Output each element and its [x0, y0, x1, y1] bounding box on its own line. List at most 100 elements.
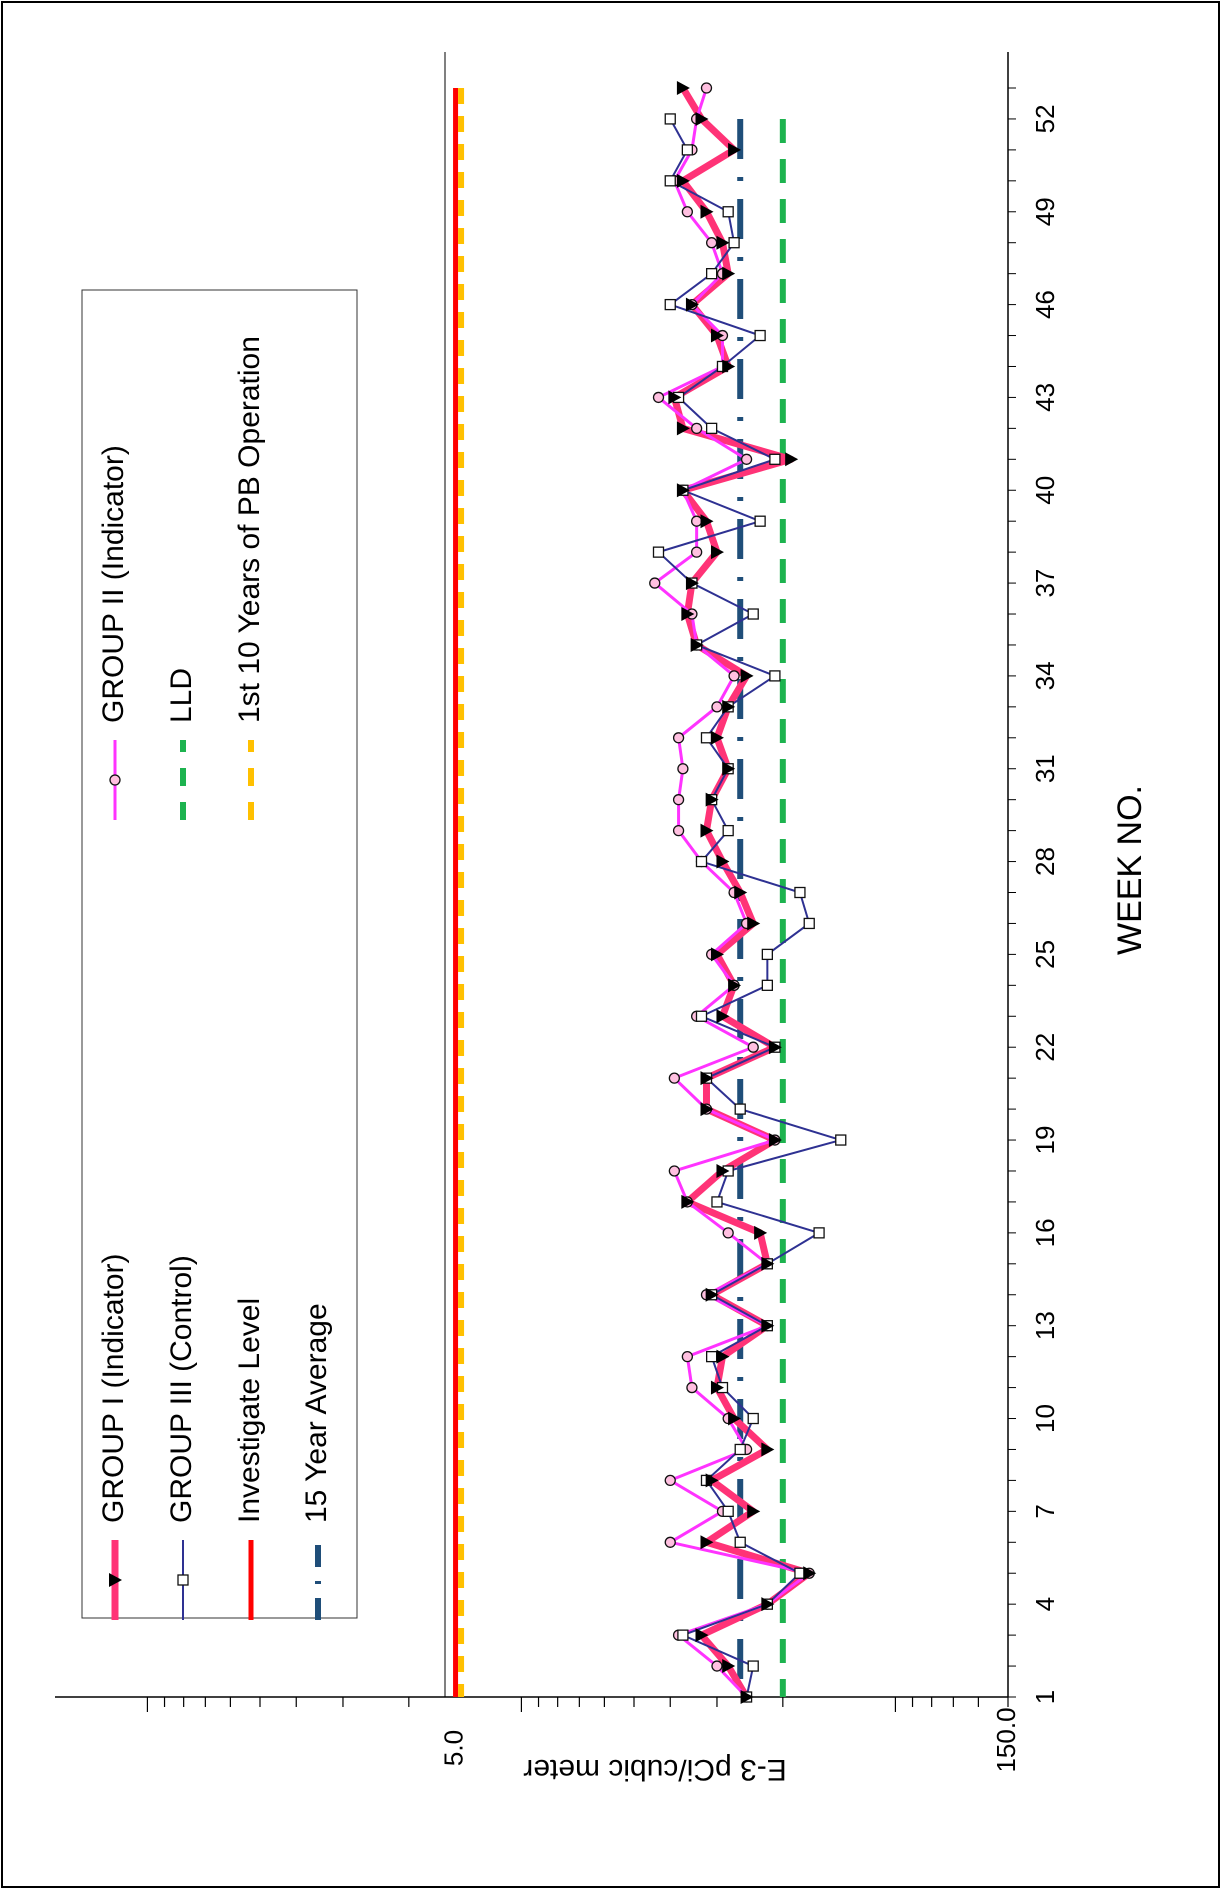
group2-point: [740, 453, 753, 465]
group1-point: [722, 761, 736, 776]
group3-point: [695, 855, 708, 868]
group3-point: [664, 113, 676, 125]
group2-point: [711, 1660, 723, 1672]
x-axis-title: WEEK NO.: [1111, 785, 1149, 955]
x-tick-label: 4: [1030, 1597, 1060, 1611]
group2-point: [711, 701, 723, 713]
group3-point: [761, 979, 773, 991]
y-axis-title-group: E-3 pCi/cubic meter: [523, 1753, 786, 1786]
x-tick-label: 34: [1030, 661, 1060, 690]
legend-marker-group3: [177, 1574, 189, 1586]
group2-point: [672, 732, 685, 744]
group1-point: [761, 1256, 775, 1271]
group3-point: [695, 1010, 708, 1022]
group3-point: [681, 144, 694, 156]
group3-point: [722, 206, 734, 218]
group3-point: [747, 1660, 759, 1672]
group1-point: [740, 1690, 754, 1704]
group2-point: [681, 206, 694, 218]
group2-point: [668, 1072, 681, 1084]
x-tick-label: 13: [1030, 1311, 1060, 1340]
group3-point: [754, 515, 766, 527]
group3-point: [734, 1443, 746, 1456]
legend-box: [81, 289, 358, 1619]
group2-point: [728, 670, 740, 682]
group1-point: [700, 823, 714, 838]
group3-point: [761, 948, 773, 961]
group1-point: [716, 235, 730, 250]
group3-point: [722, 1505, 734, 1517]
group3-point: [769, 453, 781, 465]
group1-point: [734, 885, 748, 900]
x-tick-label: 46: [1030, 290, 1060, 319]
group1-point: [695, 111, 709, 126]
legend: GROUP I (Indicator) GROUP III (Control) In…: [81, 289, 358, 1620]
legend-label-group2: GROUP II (Indicator): [97, 445, 130, 723]
group1-point: [676, 173, 690, 188]
legend-label-lld: LLD: [165, 668, 198, 723]
x-tick-label: 1: [1030, 1690, 1060, 1704]
group1-point: [716, 1163, 730, 1178]
group3-point: [734, 1536, 746, 1548]
group1-point: [722, 1659, 736, 1674]
x-tick-label: 7: [1030, 1504, 1060, 1518]
group1-point: [676, 421, 690, 436]
group2-point: [652, 391, 665, 404]
group3-point: [700, 732, 713, 744]
plot-lines: [453, 81, 847, 1704]
group2-point: [672, 794, 685, 806]
legend-marker-group2: [109, 774, 121, 786]
group1-point: [700, 1071, 714, 1086]
axes: [55, 52, 1009, 1698]
group2-point: [722, 1227, 734, 1239]
group1-point: [747, 916, 761, 931]
group3-point: [705, 268, 718, 280]
group1-point: [728, 978, 742, 993]
x-tick-label: 37: [1030, 569, 1060, 598]
y-axis-title: E-3 pCi/cubic meter: [523, 1753, 786, 1786]
group2-point: [672, 824, 685, 837]
group1-point: [761, 1318, 775, 1333]
group1-point: [728, 142, 742, 157]
group3-point: [677, 1629, 689, 1641]
group3-point: [754, 329, 766, 342]
group1-point: [716, 1349, 730, 1364]
group1-point: [716, 854, 730, 869]
group1-point: [722, 699, 736, 714]
group1-point: [710, 947, 724, 962]
x-tick-label: 28: [1030, 847, 1060, 876]
group1-point: [754, 1225, 768, 1240]
x-ticks: 1 4 7 10 13 16 19 22 25 28 31 34 37 40 43 46 49 52: [1008, 87, 1060, 1704]
group2-point: [690, 422, 703, 435]
group1-point: [705, 1287, 719, 1302]
group1-point: [728, 1411, 742, 1426]
group1-point: [710, 1380, 724, 1395]
group1-point: [761, 1442, 775, 1457]
group3-point: [769, 670, 781, 682]
legend-label-first10: 1st 10 Years of PB Operation: [233, 336, 266, 723]
group1-point: [747, 1504, 761, 1519]
x-tick-label: 16: [1030, 1218, 1060, 1247]
group1-point: [722, 266, 736, 281]
x-tick-label: 52: [1030, 104, 1060, 133]
group1-point: [695, 1628, 709, 1643]
legend-label-avg15: 15 Year Average: [300, 1303, 333, 1523]
group1-point: [700, 1535, 714, 1550]
group2-point: [649, 577, 661, 589]
group1-point: [700, 204, 714, 219]
y-tick-label: 150.0: [991, 1707, 1021, 1772]
group1-point: [768, 1133, 782, 1148]
group2-point: [668, 1165, 681, 1177]
group2-point: [677, 763, 689, 775]
legend-label-group3: GROUP III (Control): [165, 1255, 198, 1523]
group1-point: [685, 297, 699, 312]
x-tick-label: 43: [1030, 383, 1060, 412]
group3-point: [664, 175, 676, 187]
group1-point: [716, 1009, 730, 1024]
group1-point: [690, 637, 704, 652]
group2-point: [690, 546, 703, 558]
group3-point: [747, 1412, 759, 1425]
group3-point: [711, 1196, 723, 1208]
y-tick-label: 5.0: [438, 1730, 468, 1766]
